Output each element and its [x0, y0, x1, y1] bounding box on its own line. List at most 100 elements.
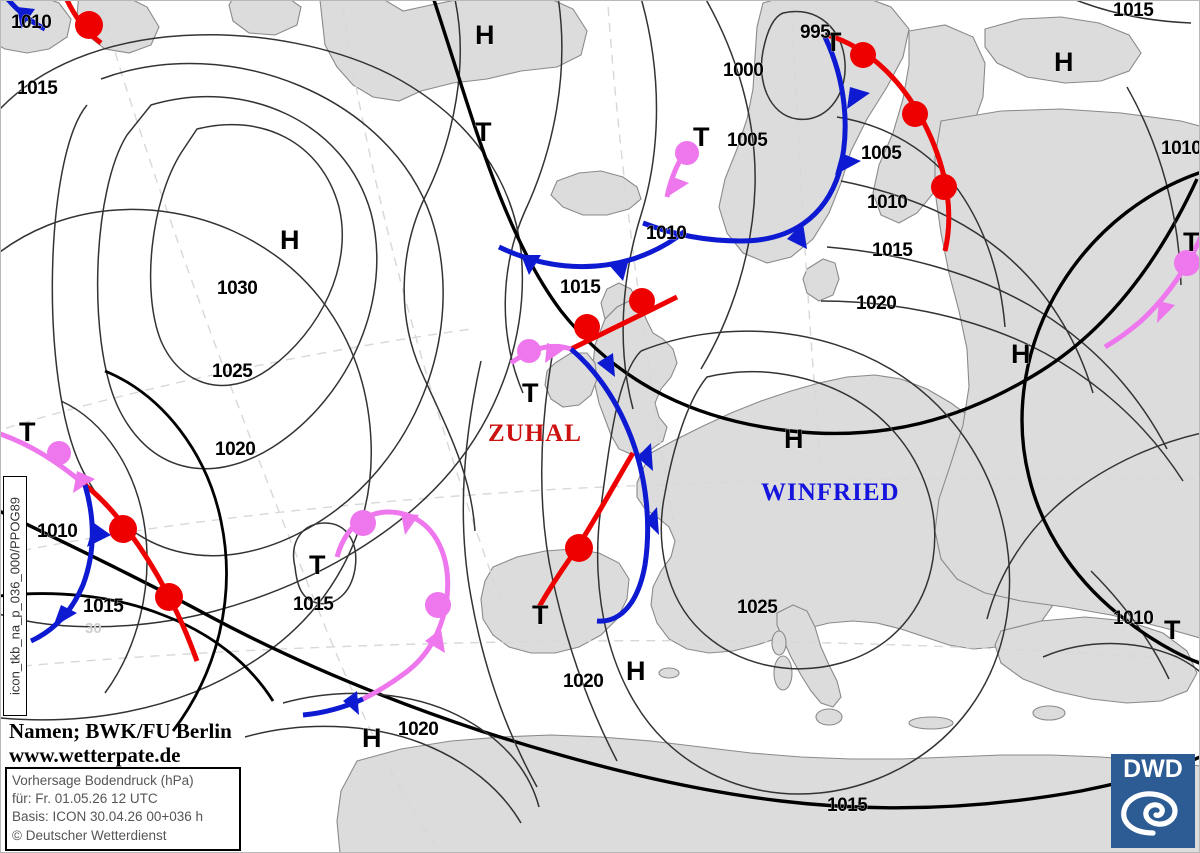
- occluded-front-west-marks: [47, 441, 95, 493]
- isobar-1015-small-low: [292, 522, 357, 605]
- isobar-1015-scand: [826, 246, 1168, 450]
- isobar-label: 1015: [1113, 0, 1154, 21]
- isobar-label: 1020: [856, 293, 897, 314]
- cold-front-iceland-barbs: [521, 255, 629, 281]
- pressure-center-h-east: H: [1011, 339, 1031, 369]
- isobar-1025-winfried: [660, 371, 936, 670]
- land-island-balearic: [658, 667, 680, 679]
- low-name-zuhal: ZUHAL: [488, 420, 582, 447]
- valid-time: für: Fr. 01.05.26 12 UTC: [12, 791, 158, 807]
- land-eastern-europe: [934, 108, 1199, 639]
- isobar-1015-bold-south: [1, 509, 1199, 810]
- pressure-center-t-azores: T: [309, 550, 326, 580]
- land-italy: [776, 604, 842, 708]
- pressure-center-h-greenland: H: [475, 20, 495, 50]
- isobar-label: 1025: [212, 361, 253, 382]
- land-island-crete: [908, 716, 954, 730]
- isobar-label: 1015: [83, 596, 124, 617]
- warm-front-zuhal-bumps: [574, 288, 655, 340]
- isobar-1015-west-low: [1, 592, 275, 702]
- land-iceland: [550, 170, 642, 216]
- isobar-label: 1010: [37, 521, 78, 542]
- pressure-center-h-northeast: H: [1054, 47, 1074, 77]
- isobar-label: 1010: [1161, 138, 1200, 159]
- graticule-label: 30: [85, 620, 102, 637]
- cold-front-scandinavia-barbs: [787, 87, 870, 249]
- credit-names: Namen; BWK/FU Berlin: [9, 719, 232, 743]
- isobar-1020-europe: [596, 330, 1011, 795]
- land-island-sicily: [815, 708, 843, 726]
- cold-front-west: [29, 484, 95, 644]
- warm-front-west-bumps: [109, 515, 183, 611]
- warm-front-zuhal: [569, 294, 679, 352]
- isobar-label: 1015: [827, 795, 868, 816]
- isobar-label: 1020: [563, 671, 604, 692]
- cold-front-topleft-barbs: [17, 7, 35, 29]
- pressure-center-h-atlantic: H: [280, 225, 300, 255]
- grid-meridian-3: [606, 1, 674, 522]
- pressure-center-t-scandinavia: T: [825, 27, 842, 57]
- grid-meridian-2: [341, 1, 502, 602]
- isobar-east-ridge: [986, 432, 1199, 620]
- isobar-black-right: [1020, 171, 1199, 665]
- product-title: Vorhersage Bodendruck (hPa): [12, 773, 194, 788]
- isobar-label: 1015: [17, 78, 58, 99]
- pressure-center-t-atlantic-north: T: [475, 117, 492, 147]
- isobar-label: 1005: [727, 130, 768, 151]
- land-denmark: [802, 258, 840, 302]
- land-island-cyprus: [1032, 705, 1066, 721]
- isobar-995-core: [760, 10, 846, 121]
- land-kola: [984, 16, 1142, 84]
- isobar-1025: [96, 95, 378, 470]
- cold-front-zuhal: [569, 347, 651, 624]
- copyright-notice: © Deutscher Wetterdienst: [12, 827, 167, 843]
- isobar-outer-a: [1, 34, 524, 628]
- isobar-label: 995: [800, 22, 831, 43]
- isobar-1010-north: [504, 1, 563, 394]
- isobar-label: 1015: [293, 594, 334, 615]
- occluded-front-azores-marks: [350, 510, 451, 653]
- isobar-1000-north: [700, 1, 756, 370]
- isobar-africa-2: [244, 725, 522, 824]
- isobar-label: 1000: [723, 60, 764, 81]
- dwd-spiral-icon: [1121, 791, 1178, 836]
- credit-url[interactable]: www.wetterpate.de: [9, 742, 181, 767]
- pressure-center-t-west: T: [19, 417, 36, 447]
- land-ireland: [544, 352, 598, 408]
- cold-front-azores-barbs: [343, 691, 359, 715]
- isobar-1020-africa: [282, 692, 540, 808]
- cold-front-west-barbs: [53, 523, 111, 627]
- isobar-west-outer: [104, 369, 228, 732]
- occluded-front-zuhal-marks: [517, 339, 565, 363]
- grid-meridian-4: [790, 1, 822, 472]
- land-greenland: [319, 1, 588, 102]
- isobar-1005-north: [622, 1, 658, 410]
- isobar-label: 1020: [215, 439, 256, 460]
- cold-front-azores: [302, 696, 365, 718]
- isobar-label: 1005: [861, 143, 902, 164]
- occluded-front-zuhal: [509, 343, 572, 366]
- land-north-africa: [336, 734, 1199, 852]
- isobar-label: 1030: [217, 278, 258, 299]
- warm-front-scandinavia-bumps: [850, 42, 957, 200]
- land-island-corsica: [771, 630, 787, 656]
- pressure-center-t-southeast: T: [1164, 615, 1181, 645]
- run-id-box: icon_tkb_na_p_036_000/PPOG89: [3, 476, 27, 716]
- cold-front-scandinavia: [642, 35, 848, 244]
- dwd-logo-text: DWD: [1123, 755, 1183, 783]
- grid-parallel-1: [1, 477, 1199, 556]
- isobar-label: 1015: [872, 240, 913, 261]
- land-scotland: [600, 282, 638, 321]
- pressure-center-t-zuhal: T: [522, 378, 539, 408]
- warm-front-topleft-bumps: [75, 11, 103, 39]
- isobar-label: 1020: [398, 719, 439, 740]
- isobar-label: 1010: [646, 223, 687, 244]
- occluded-front-azores: [334, 509, 451, 702]
- isobar-1030: [149, 123, 343, 387]
- front-layer: [1, 1, 1199, 718]
- pressure-center-t-east: T: [1183, 227, 1200, 257]
